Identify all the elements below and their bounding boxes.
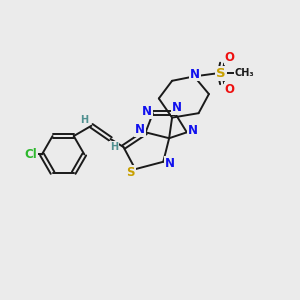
Text: CH₃: CH₃	[234, 68, 254, 78]
Text: N: N	[188, 124, 198, 137]
Text: N: N	[142, 105, 152, 118]
Text: O: O	[224, 51, 235, 64]
Text: N: N	[165, 157, 175, 170]
Text: O: O	[224, 83, 235, 96]
Text: H: H	[110, 142, 118, 152]
Text: Cl: Cl	[24, 148, 37, 161]
Text: N: N	[172, 101, 182, 114]
Text: N: N	[135, 124, 145, 136]
Text: S: S	[127, 166, 135, 179]
Text: N: N	[190, 68, 200, 80]
Text: S: S	[216, 67, 226, 80]
Text: H: H	[80, 116, 88, 125]
